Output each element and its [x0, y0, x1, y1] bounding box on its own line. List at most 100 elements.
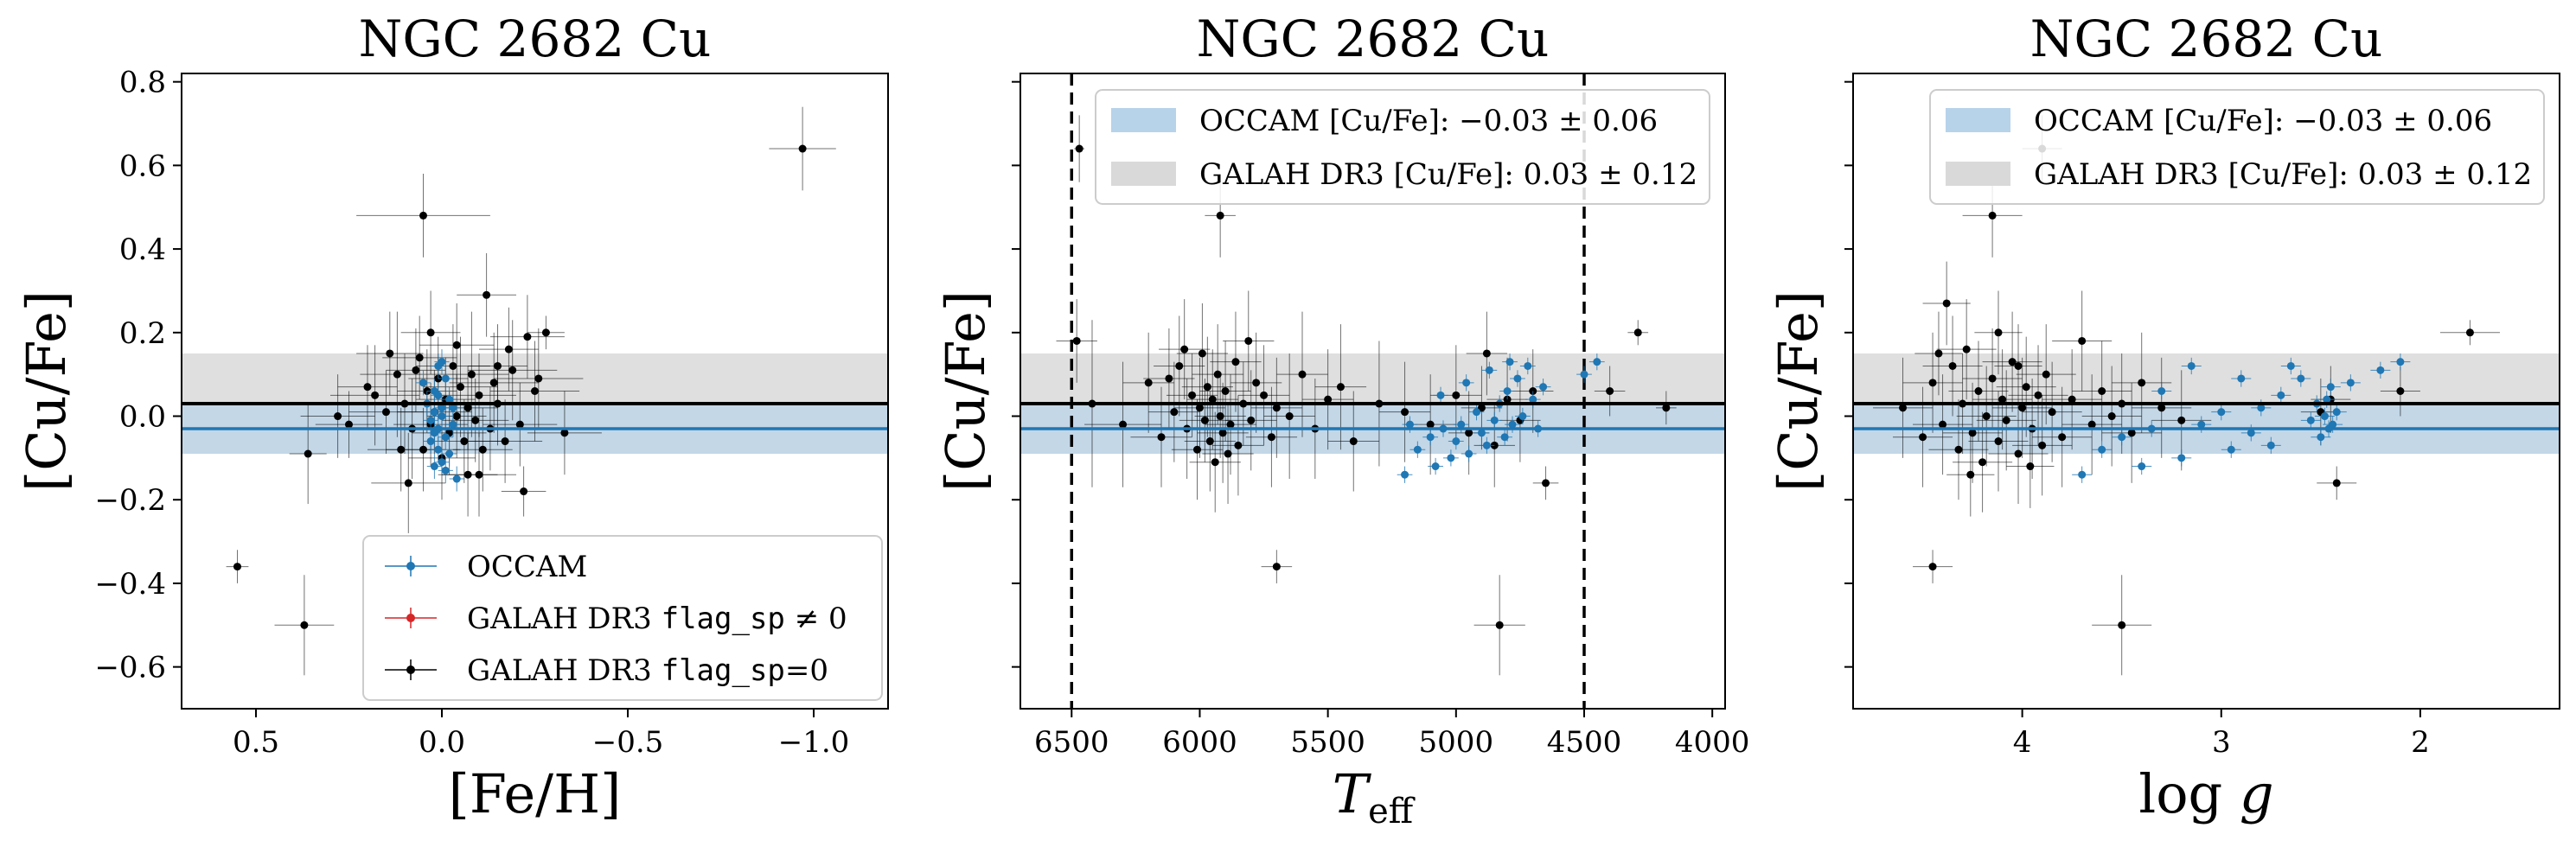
data-point — [1988, 374, 1997, 383]
data-point — [1942, 299, 1951, 308]
data-point — [2323, 395, 2331, 404]
data-point — [386, 349, 394, 358]
data-point — [515, 420, 524, 429]
y-axis-label: [Cu/Fe] — [934, 290, 997, 492]
x-tick-label: 4500 — [1547, 725, 1622, 760]
data-point — [1075, 144, 1083, 153]
data-point — [371, 391, 380, 399]
data-point — [1426, 420, 1435, 429]
data-point — [449, 404, 457, 412]
x-tick-label: 0.5 — [233, 725, 279, 760]
data-point — [1144, 379, 1153, 387]
data-point — [2346, 379, 2355, 387]
data-point — [1978, 458, 1987, 467]
data-point — [1939, 420, 1947, 429]
data-point — [452, 341, 461, 349]
legend-label: OCCAM [Cu/Fe]: −0.03 ± 0.06 — [2034, 104, 2492, 138]
x-tick-label: 5000 — [1419, 725, 1494, 760]
data-point — [1662, 404, 1671, 412]
data-point — [2118, 433, 2126, 442]
legend-label-tail: =0 — [785, 653, 828, 688]
data-point — [1503, 387, 1512, 395]
data-point — [2332, 408, 2341, 417]
data-point — [2068, 395, 2076, 404]
data-point — [438, 358, 446, 366]
data-point — [1513, 374, 1522, 383]
data-point — [1195, 404, 1204, 412]
x-tick-label: 4000 — [1675, 725, 1750, 760]
data-point — [1988, 211, 1997, 220]
x-tick-label: 3 — [2212, 725, 2231, 760]
data-point — [2022, 383, 2030, 392]
data-point — [1119, 420, 1128, 429]
data-point — [2217, 408, 2226, 417]
data-point — [1928, 563, 1937, 571]
plot-frame — [181, 73, 889, 710]
data-point — [449, 420, 457, 429]
data-point — [438, 404, 446, 412]
data-point — [1324, 395, 1333, 404]
data-point — [1473, 408, 1481, 417]
data-point — [1192, 445, 1201, 454]
data-point — [2034, 391, 2042, 399]
data-point — [382, 408, 390, 417]
data-point — [2257, 404, 2266, 412]
data-point — [1216, 412, 1224, 421]
data-point — [1452, 437, 1461, 446]
x-axis-label-sub: eff — [1368, 792, 1416, 831]
chart-title: NGC 2682 Cu — [359, 10, 712, 68]
data-point — [1462, 379, 1471, 387]
data-point — [1524, 361, 1532, 370]
data-point — [2465, 328, 2474, 337]
data-point — [520, 487, 528, 496]
data-point — [2018, 404, 2027, 412]
data-point — [1934, 349, 1943, 358]
data-point — [2118, 621, 2126, 629]
data-point — [2376, 366, 2385, 374]
data-point — [1267, 433, 1275, 442]
y-tick-label: 0.8 — [119, 66, 166, 100]
data-point — [1477, 429, 1486, 437]
data-point — [1405, 420, 1414, 429]
data-point — [475, 391, 483, 399]
data-point — [2177, 416, 2186, 424]
x-axis-label-main: T — [1333, 762, 1372, 825]
data-point — [1500, 433, 1509, 442]
data-point — [1928, 379, 1937, 387]
plot-frame — [1020, 73, 1726, 710]
data-point — [1244, 336, 1253, 345]
x-tick-label: 2 — [2411, 725, 2430, 760]
data-point — [1485, 366, 1493, 374]
x-axis-label: Teff — [1333, 762, 1416, 831]
data-point — [2127, 429, 2136, 437]
data-point — [1272, 404, 1281, 412]
data-point — [1518, 412, 1527, 421]
data-point — [463, 404, 472, 412]
x-axis-label-ital: g — [2240, 762, 2274, 825]
data-point — [1072, 336, 1081, 345]
legend-swatch — [1111, 108, 1176, 132]
chart-title: NGC 2682 Cu — [1197, 10, 1550, 68]
data-point — [1175, 361, 1184, 370]
data-point — [345, 420, 353, 429]
data-point — [1508, 420, 1517, 429]
data-point — [1899, 404, 1908, 412]
x-tick-label: 4 — [2013, 725, 2032, 760]
data-point — [1426, 433, 1435, 442]
x-axis-label: [Fe/H] — [449, 762, 622, 825]
data-point — [2237, 374, 2246, 383]
x-tick-label: 0.0 — [419, 725, 465, 760]
data-point — [2266, 441, 2275, 449]
data-point — [1593, 358, 1601, 366]
legend-label-text: GALAH DR3 — [467, 602, 662, 636]
y-tick-label: −0.4 — [94, 567, 166, 602]
legend-label: GALAH DR3 flag_sp ≠ 0 — [467, 602, 847, 636]
data-point — [334, 412, 342, 421]
data-point — [523, 333, 532, 341]
data-point — [1234, 441, 1243, 449]
data-point — [489, 379, 498, 387]
data-point — [1213, 370, 1222, 379]
data-point — [1974, 387, 1983, 395]
panel-1: 0.5 0.0 −0.5 −1.0 −0.6 −0.4 −0.2 0.0 0.2 0.4 0.6 0.… — [15, 10, 889, 825]
plot-area — [1020, 73, 1725, 709]
